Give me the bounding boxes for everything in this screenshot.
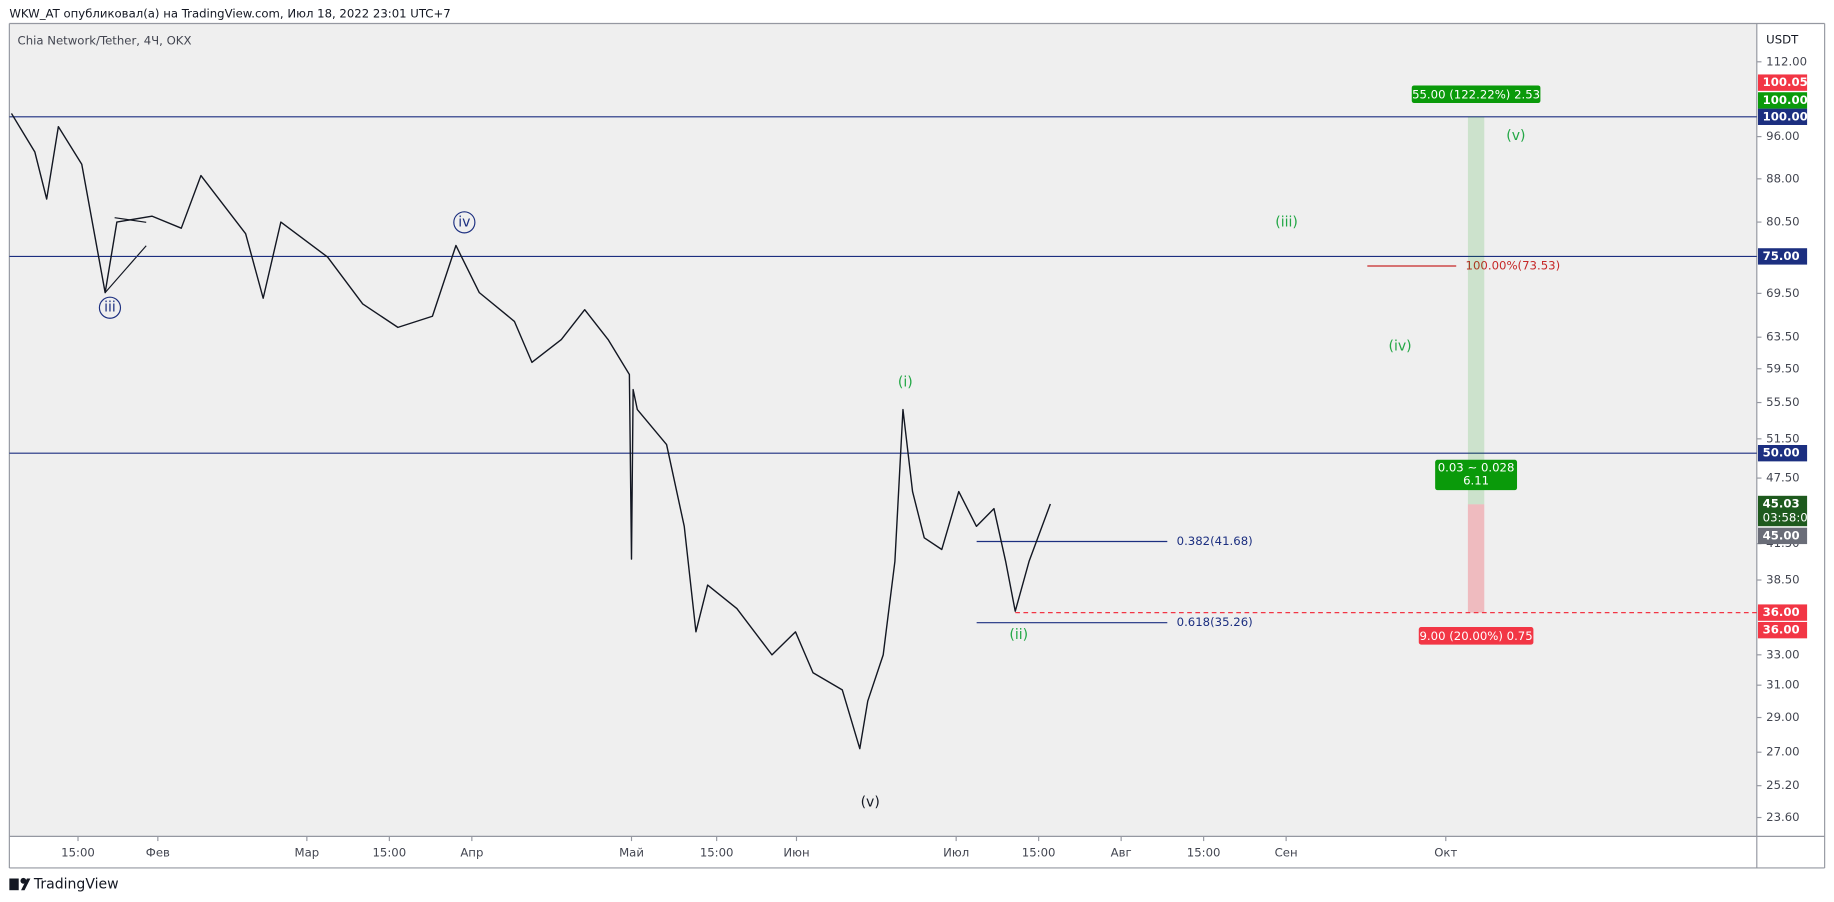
x-tick-label: 15:00 <box>1022 845 1056 859</box>
x-tick-label: 15:00 <box>700 845 734 859</box>
x-tick-label: Сен <box>1275 845 1298 859</box>
price-label-bg <box>1757 92 1808 109</box>
wave-label: iii <box>104 300 116 316</box>
loss-zone <box>1467 504 1485 613</box>
wave-label: (ii) <box>1009 627 1028 643</box>
y-tick-label: 63.50 <box>1766 330 1799 344</box>
price-label-bg <box>1757 74 1808 91</box>
y-tick-label: 23.60 <box>1766 810 1799 824</box>
y-tick-label: 38.50 <box>1766 573 1799 587</box>
x-tick-label: Июн <box>783 845 809 859</box>
x-tick-label: 15:00 <box>373 845 407 859</box>
fib-label: 0.618(35.26) <box>1177 615 1253 629</box>
y-tick-label: 47.50 <box>1766 471 1799 485</box>
price-label: 100.00 <box>1763 109 1808 123</box>
brand-logo <box>9 877 31 891</box>
y-tick-label: 69.50 <box>1766 286 1799 300</box>
price-label: 45.00 <box>1763 528 1800 542</box>
x-tick-label: Мар <box>295 845 320 859</box>
brand: TradingView <box>33 876 119 892</box>
plot-area <box>9 23 1757 837</box>
wave-label: (iv) <box>1389 338 1412 354</box>
fib-label: 100.00%(73.53) <box>1466 259 1561 273</box>
price-label: 100.05 <box>1763 75 1808 89</box>
price-label-bg <box>1757 495 1808 527</box>
price-label-bg <box>1757 527 1808 545</box>
x-tick-label: 15:00 <box>1187 845 1221 859</box>
triangle-drawing <box>104 245 147 293</box>
wave-label: (v) <box>1506 128 1525 144</box>
wave-circle <box>98 296 122 319</box>
price-label: 100.00 <box>1763 93 1808 107</box>
wave-label: (i) <box>898 375 913 391</box>
y-tick-label: 59.50 <box>1766 361 1799 375</box>
target-label-bg <box>1411 85 1541 104</box>
x-tick-label: 15:00 <box>61 845 95 859</box>
wave-label: (iii) <box>1275 214 1298 230</box>
y-tick-label: 112.00 <box>1766 54 1807 68</box>
y-tick-label: 25.20 <box>1766 778 1799 792</box>
wave-label: (v) <box>861 794 880 810</box>
x-tick-label: Окт <box>1434 845 1457 859</box>
ratio-value: 6.11 <box>1463 473 1489 487</box>
y-tick-label: 27.00 <box>1766 745 1799 759</box>
price-label: 75.00 <box>1763 249 1800 263</box>
price-label-bg <box>1757 604 1808 621</box>
y-tick-label: 80.50 <box>1766 215 1799 229</box>
x-tick-label: Апр <box>460 845 483 859</box>
y-tick-label: 55.50 <box>1766 395 1799 409</box>
price-label: 45.03 <box>1763 496 1800 510</box>
x-tick-label: Фев <box>146 845 170 859</box>
chart-title: Chia Network/Tether, 4Ч, OKX <box>18 34 192 48</box>
price-label-bg <box>1757 621 1808 639</box>
price-label: 36.00 <box>1763 605 1800 619</box>
y-tick-label: 29.00 <box>1766 710 1799 724</box>
ratio-label: 0.03 ~ 0.028 <box>1438 460 1515 474</box>
x-tick-label: Май <box>619 845 644 859</box>
price-label-bg <box>1757 444 1808 462</box>
price-line <box>10 113 1051 750</box>
price-label: 50.00 <box>1763 446 1800 460</box>
countdown: 03:58:09 <box>1763 511 1816 525</box>
ratio-label-bg <box>1435 459 1518 491</box>
header: WKW_AT опубликовал(а) на TradingView.com… <box>9 7 450 21</box>
stop-label: 9.00 (20.00%) 0.75 <box>1420 629 1533 643</box>
x-tick-label: Авг <box>1111 845 1132 859</box>
wave-circle <box>453 211 476 234</box>
target-label: 55.00 (122.22%) 2.53 <box>1412 87 1540 101</box>
price-label: 36.00 <box>1763 623 1800 637</box>
y-tick-label: 96.00 <box>1766 129 1799 143</box>
y-tick-label: 33.00 <box>1766 647 1799 661</box>
y-tick-label: 88.00 <box>1766 171 1799 185</box>
wave-label: iv <box>458 214 470 230</box>
y-tick-label: 51.50 <box>1766 431 1799 445</box>
stop-label-bg <box>1418 627 1534 645</box>
profit-zone <box>1467 116 1485 505</box>
y-axis-label: USDT <box>1766 32 1799 46</box>
price-label-bg <box>1757 248 1808 265</box>
x-tick-label: Июл <box>943 845 969 859</box>
y-tick-label: 31.00 <box>1766 678 1799 692</box>
fib-label: 0.382(41.68) <box>1177 534 1253 548</box>
price-label-bg <box>1757 108 1808 125</box>
